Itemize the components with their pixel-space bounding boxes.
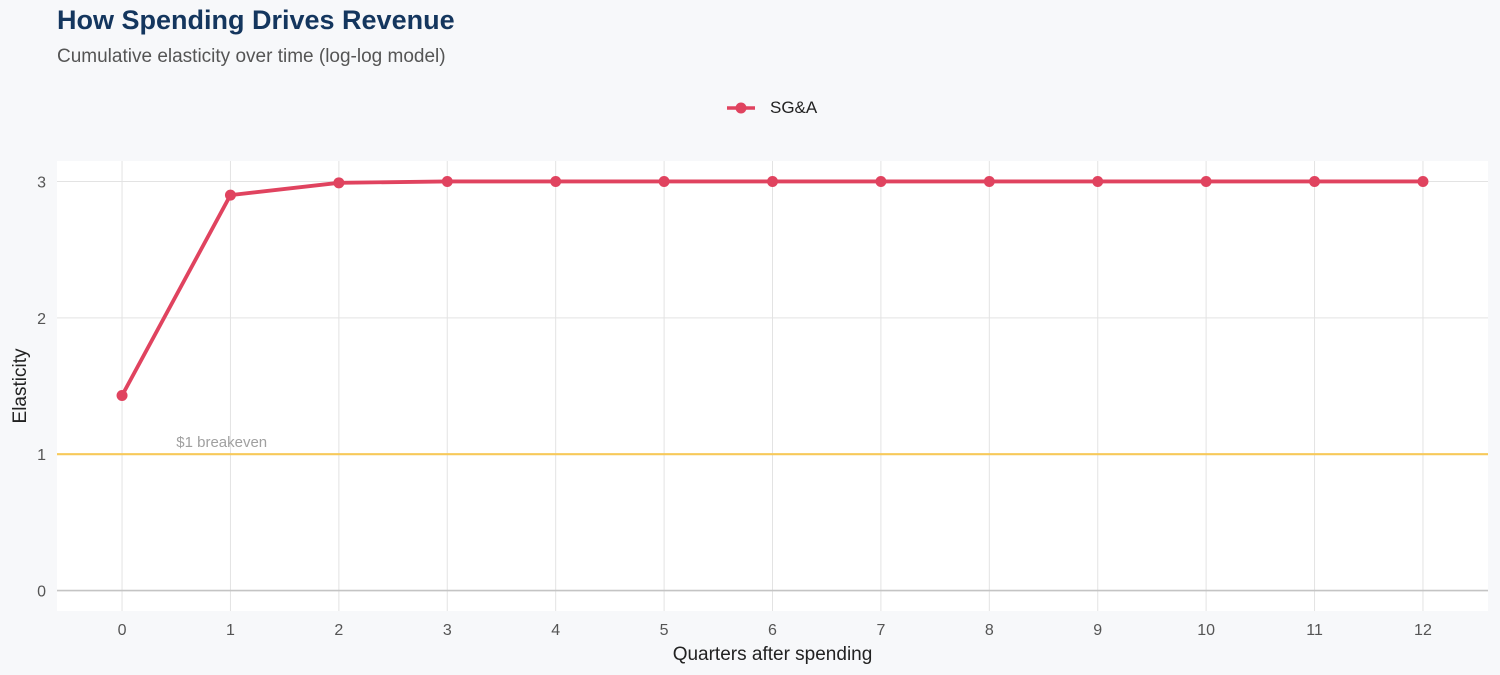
- x-tick-label: 0: [118, 622, 127, 639]
- data-point: [224, 189, 236, 201]
- legend: SG&A: [726, 98, 817, 118]
- y-tick-label: 3: [37, 174, 46, 191]
- y-tick-label: 0: [37, 584, 46, 601]
- x-tick-label: 12: [1414, 622, 1432, 639]
- x-tick-label: 3: [443, 622, 452, 639]
- x-tick-label: 9: [1093, 622, 1102, 639]
- breakeven-label: $1 breakeven: [176, 434, 267, 451]
- x-tick-label: 6: [768, 622, 777, 639]
- data-point: [116, 390, 128, 402]
- legend-swatch-sga: [727, 102, 755, 114]
- chart-title: How Spending Drives Revenue: [57, 5, 455, 35]
- x-tick-label: 8: [985, 622, 994, 639]
- y-tick-label: 2: [37, 311, 46, 328]
- x-tick-label: 11: [1306, 622, 1323, 639]
- y-tick-label: 1: [37, 447, 46, 464]
- x-tick-label: 5: [660, 622, 669, 639]
- data-point: [1200, 175, 1212, 187]
- data-point: [550, 175, 562, 187]
- data-point: [767, 175, 778, 187]
- x-tick-label: 10: [1197, 622, 1215, 639]
- data-point: [658, 175, 670, 187]
- x-tick-label: 1: [226, 622, 235, 639]
- data-point: [1417, 175, 1429, 187]
- x-axis-title: Quarters after spending: [673, 644, 873, 665]
- y-axis-title: Elasticity: [10, 348, 31, 423]
- data-point: [1309, 175, 1321, 187]
- chart-subtitle: Cumulative elasticity over time (log-log…: [57, 46, 446, 67]
- x-tick-label: 2: [334, 622, 343, 639]
- data-point: [875, 175, 887, 187]
- x-tick-label: 7: [876, 622, 885, 639]
- data-point: [333, 177, 345, 189]
- legend-label-sga: SG&A: [770, 98, 818, 117]
- data-point: [441, 175, 453, 187]
- data-point: [1092, 175, 1104, 187]
- data-point: [983, 175, 995, 187]
- x-tick-label: 4: [551, 622, 560, 639]
